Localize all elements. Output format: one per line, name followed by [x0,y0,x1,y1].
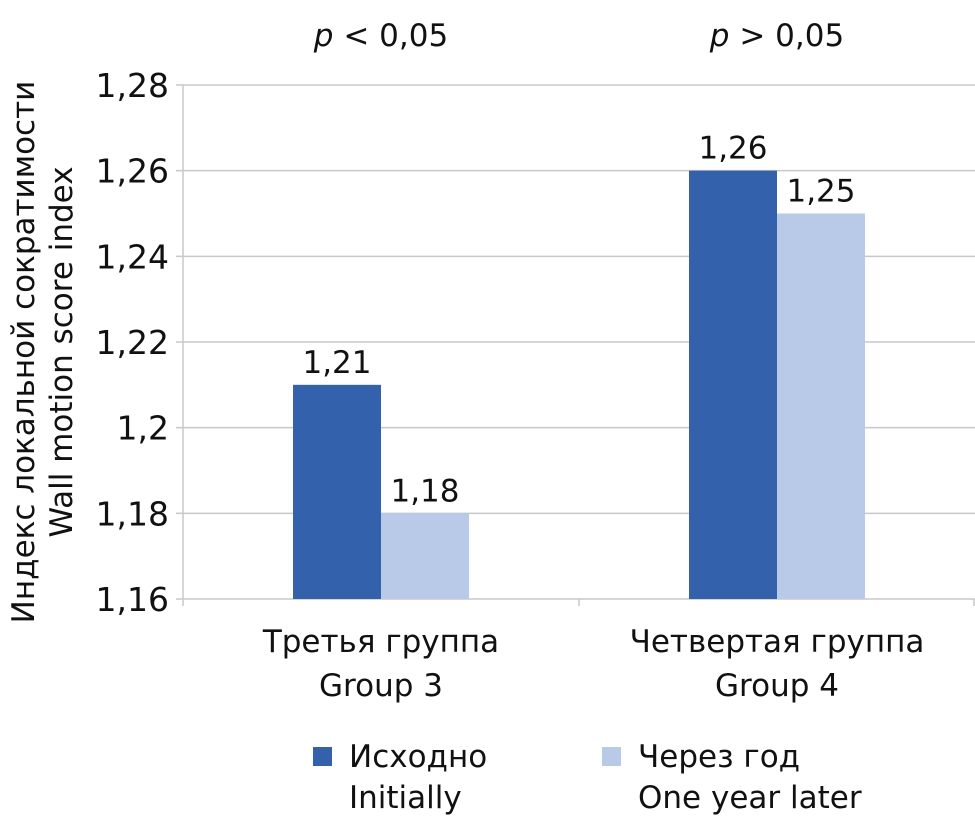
category-label: Третья группа [262,624,499,660]
data-label: 1,18 [390,473,459,509]
p-value-annotation: p < 0,05 [313,18,448,54]
data-labels: 1,21 1,18 1,26 1,25 [302,131,855,510]
data-label: 1,26 [698,131,767,167]
bar [381,513,469,599]
y-tick-label: 1,28 [96,66,169,105]
bar [293,384,381,599]
y-tick-label: 1,2 [117,409,169,448]
data-label: 1,21 [302,345,371,381]
y-axis-label: Wall motion score index [44,166,80,537]
category-label: Четвертая группа [630,624,925,660]
bars [293,170,865,599]
significance-annotations: p < 0,05 p > 0,05 [313,18,844,54]
y-tick-label: 1,26 [96,152,169,191]
legend-label: Initially [349,780,462,816]
category-label: Group 3 [319,668,443,704]
y-tick-label: 1,16 [96,580,169,619]
p-value-annotation: p > 0,05 [709,18,844,54]
y-tick-label: 1,24 [96,237,169,276]
y-tick-labels: 1,16 1,18 1,2 1,22 1,24 1,26 1,28 [96,66,169,619]
y-axis-label: Индекс локальной сократимости [6,81,42,624]
y-axis-title: Индекс локальной сократимости Wall motion… [6,81,80,624]
y-tick-label: 1,22 [96,323,169,362]
y-tick-label: 1,18 [96,494,169,533]
bar [689,170,777,599]
category-labels: Третья группа Group 3 Четвертая группа Grou… [262,624,925,704]
legend-label: Через год [638,739,800,775]
legend-swatch [313,747,332,766]
category-label: Group 4 [715,668,839,704]
legend-label: One year later [638,780,862,816]
legend-label: Исходно [349,739,487,775]
legend-swatch [602,747,621,766]
legend: Исходно Initially Через год One year later [313,739,862,816]
data-label: 1,25 [786,174,855,210]
bar [777,213,865,599]
